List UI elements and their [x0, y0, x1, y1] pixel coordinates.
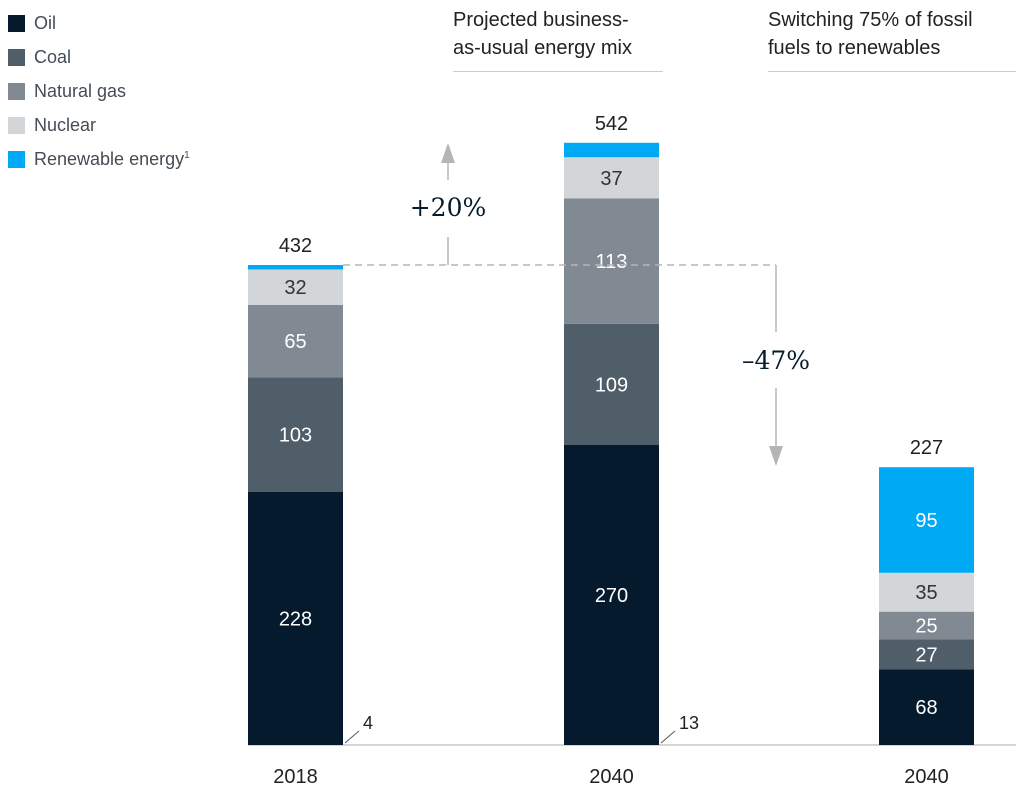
- data-label: 68: [915, 697, 937, 719]
- bar-segment-coal: [564, 323, 659, 445]
- legend-swatch-natural-gas: [8, 82, 25, 100]
- panel-heading-line: as-usual energy mix: [453, 37, 632, 59]
- data-label: 27: [915, 644, 937, 666]
- legend-label-text: Renewable energy: [34, 148, 185, 169]
- bar-total-label: 542: [595, 113, 628, 135]
- bar-segment-oil: [564, 445, 659, 745]
- data-label: 37: [600, 168, 622, 190]
- legend: Oil Coal Natural gas Nuclear Renewable e…: [8, 6, 190, 176]
- data-label: 4: [363, 713, 373, 733]
- data-label: 113: [596, 251, 628, 273]
- x-axis-category-label: 2040: [589, 766, 634, 788]
- panel-heading-rule: [453, 71, 663, 72]
- legend-label: Nuclear: [34, 114, 97, 135]
- legend-label: Natural gas: [34, 80, 127, 101]
- bar-total-label: 432: [279, 235, 312, 257]
- bar-segment-natural-gas: [564, 198, 659, 324]
- data-label: 109: [595, 374, 628, 396]
- bar-segment-natural-gas: [879, 611, 974, 640]
- legend-label: Renewable energy1: [34, 149, 190, 170]
- legend-label: Coal: [34, 46, 72, 67]
- legend-swatch-coal: [8, 48, 25, 66]
- increase-arrowhead: [441, 143, 455, 163]
- bar-segment-nuclear: [248, 269, 343, 305]
- leader-line: [660, 730, 676, 744]
- bar-segment-renewable-energy: [248, 265, 343, 270]
- data-label: 32: [284, 277, 306, 299]
- bar-segment-nuclear: [879, 572, 974, 612]
- legend-swatch-oil: [8, 14, 25, 32]
- decrease-arrowhead: [769, 446, 783, 466]
- bar-segment-renewable-energy: [564, 142, 659, 158]
- legend-item-nuclear: Nuclear: [8, 108, 190, 142]
- bar-total-label: 227: [910, 437, 943, 459]
- leader-line: [344, 730, 360, 744]
- panel-heading-line: fuels to renewables: [768, 37, 941, 59]
- bar-segment-oil: [879, 669, 974, 745]
- legend-swatch-renewable-energy: [8, 150, 25, 168]
- data-label: 35: [915, 582, 937, 604]
- comparison-guides: [343, 143, 783, 466]
- legend-item-oil: Oil: [8, 6, 190, 40]
- bar-segment-renewable-energy: [879, 467, 974, 573]
- bar-segment-oil: [248, 491, 343, 745]
- footnote-marker: 1: [184, 149, 190, 161]
- legend-label: Oil: [34, 12, 56, 33]
- bar-segment-coal: [879, 639, 974, 670]
- legend-swatch-nuclear: [8, 116, 25, 134]
- bar-segment-natural-gas: [248, 305, 343, 378]
- data-label: 103: [279, 424, 312, 446]
- x-axis-category-label: 2040: [904, 766, 949, 788]
- data-label: 25: [915, 616, 937, 638]
- panel-heading-switching: Switching 75% of fossil fuels to renewab…: [768, 6, 973, 62]
- annotation-decrease: –47%: [742, 346, 810, 375]
- panel-heading-business-as-usual: Projected business- as-usual energy mix: [453, 6, 632, 62]
- legend-item-renewable-energy: Renewable energy1: [8, 142, 190, 176]
- annotation-increase: +20%: [410, 193, 487, 222]
- data-label: 13: [679, 713, 699, 733]
- panel-heading-line: Switching 75% of fossil: [768, 9, 973, 31]
- legend-item-natural-gas: Natural gas: [8, 74, 190, 108]
- data-label: 228: [279, 608, 312, 630]
- bars: 228 103 65 32 4 432 2018 270 109 113 37 13 542 2040 68…: [248, 113, 974, 788]
- bar-segment-nuclear: [564, 157, 659, 199]
- legend-item-coal: Coal: [8, 40, 190, 74]
- bar-segment-coal: [248, 377, 343, 492]
- data-label: 270: [595, 585, 628, 607]
- data-label: 95: [915, 510, 937, 532]
- x-axis-category-label: 2018: [273, 766, 318, 788]
- data-label: 65: [284, 331, 306, 353]
- panel-heading-rule: [768, 71, 1016, 72]
- panel-heading-line: Projected business-: [453, 9, 629, 31]
